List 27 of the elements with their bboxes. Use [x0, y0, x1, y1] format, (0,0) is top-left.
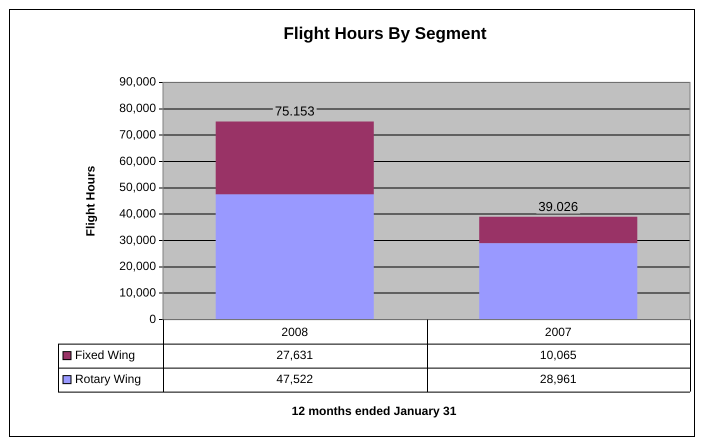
y-tick-label: 60,000 [119, 154, 156, 168]
x-tick-label: 2007 [544, 325, 572, 340]
bar [216, 122, 374, 194]
y-tick-label: 80,000 [119, 101, 156, 116]
data-label: 47,522 [276, 372, 314, 386]
y-tick-label: 0 [149, 312, 156, 326]
y-tick-label: 50,000 [119, 180, 156, 194]
legend-label: Fixed Wing [75, 348, 136, 362]
annotation: 39.026 [538, 198, 578, 214]
bar [479, 243, 638, 320]
chart-title: Flight Hours By Segment [283, 24, 487, 43]
bar [479, 216, 638, 244]
annotation: 75.153 [274, 104, 315, 119]
y-tick-label: 90,000 [119, 74, 156, 89]
y-tick-label: 30,000 [119, 232, 156, 247]
y-tick-label: 70,000 [119, 127, 156, 142]
y-tick-label: 20,000 [119, 259, 156, 274]
data-label: 10,065 [540, 348, 577, 362]
x-tick-label: 2008 [281, 325, 308, 340]
y-tick-label: 10,000 [119, 286, 156, 300]
legend-label: Rotary Wing [75, 372, 142, 386]
text: 12 months ended January 31 [292, 404, 457, 418]
data-label: 27,631 [276, 348, 314, 362]
data-label: 28,961 [540, 372, 577, 386]
y-axis-title: Flight Hours [84, 165, 98, 236]
y-tick-label: 40,000 [119, 206, 156, 220]
bar [216, 194, 374, 320]
